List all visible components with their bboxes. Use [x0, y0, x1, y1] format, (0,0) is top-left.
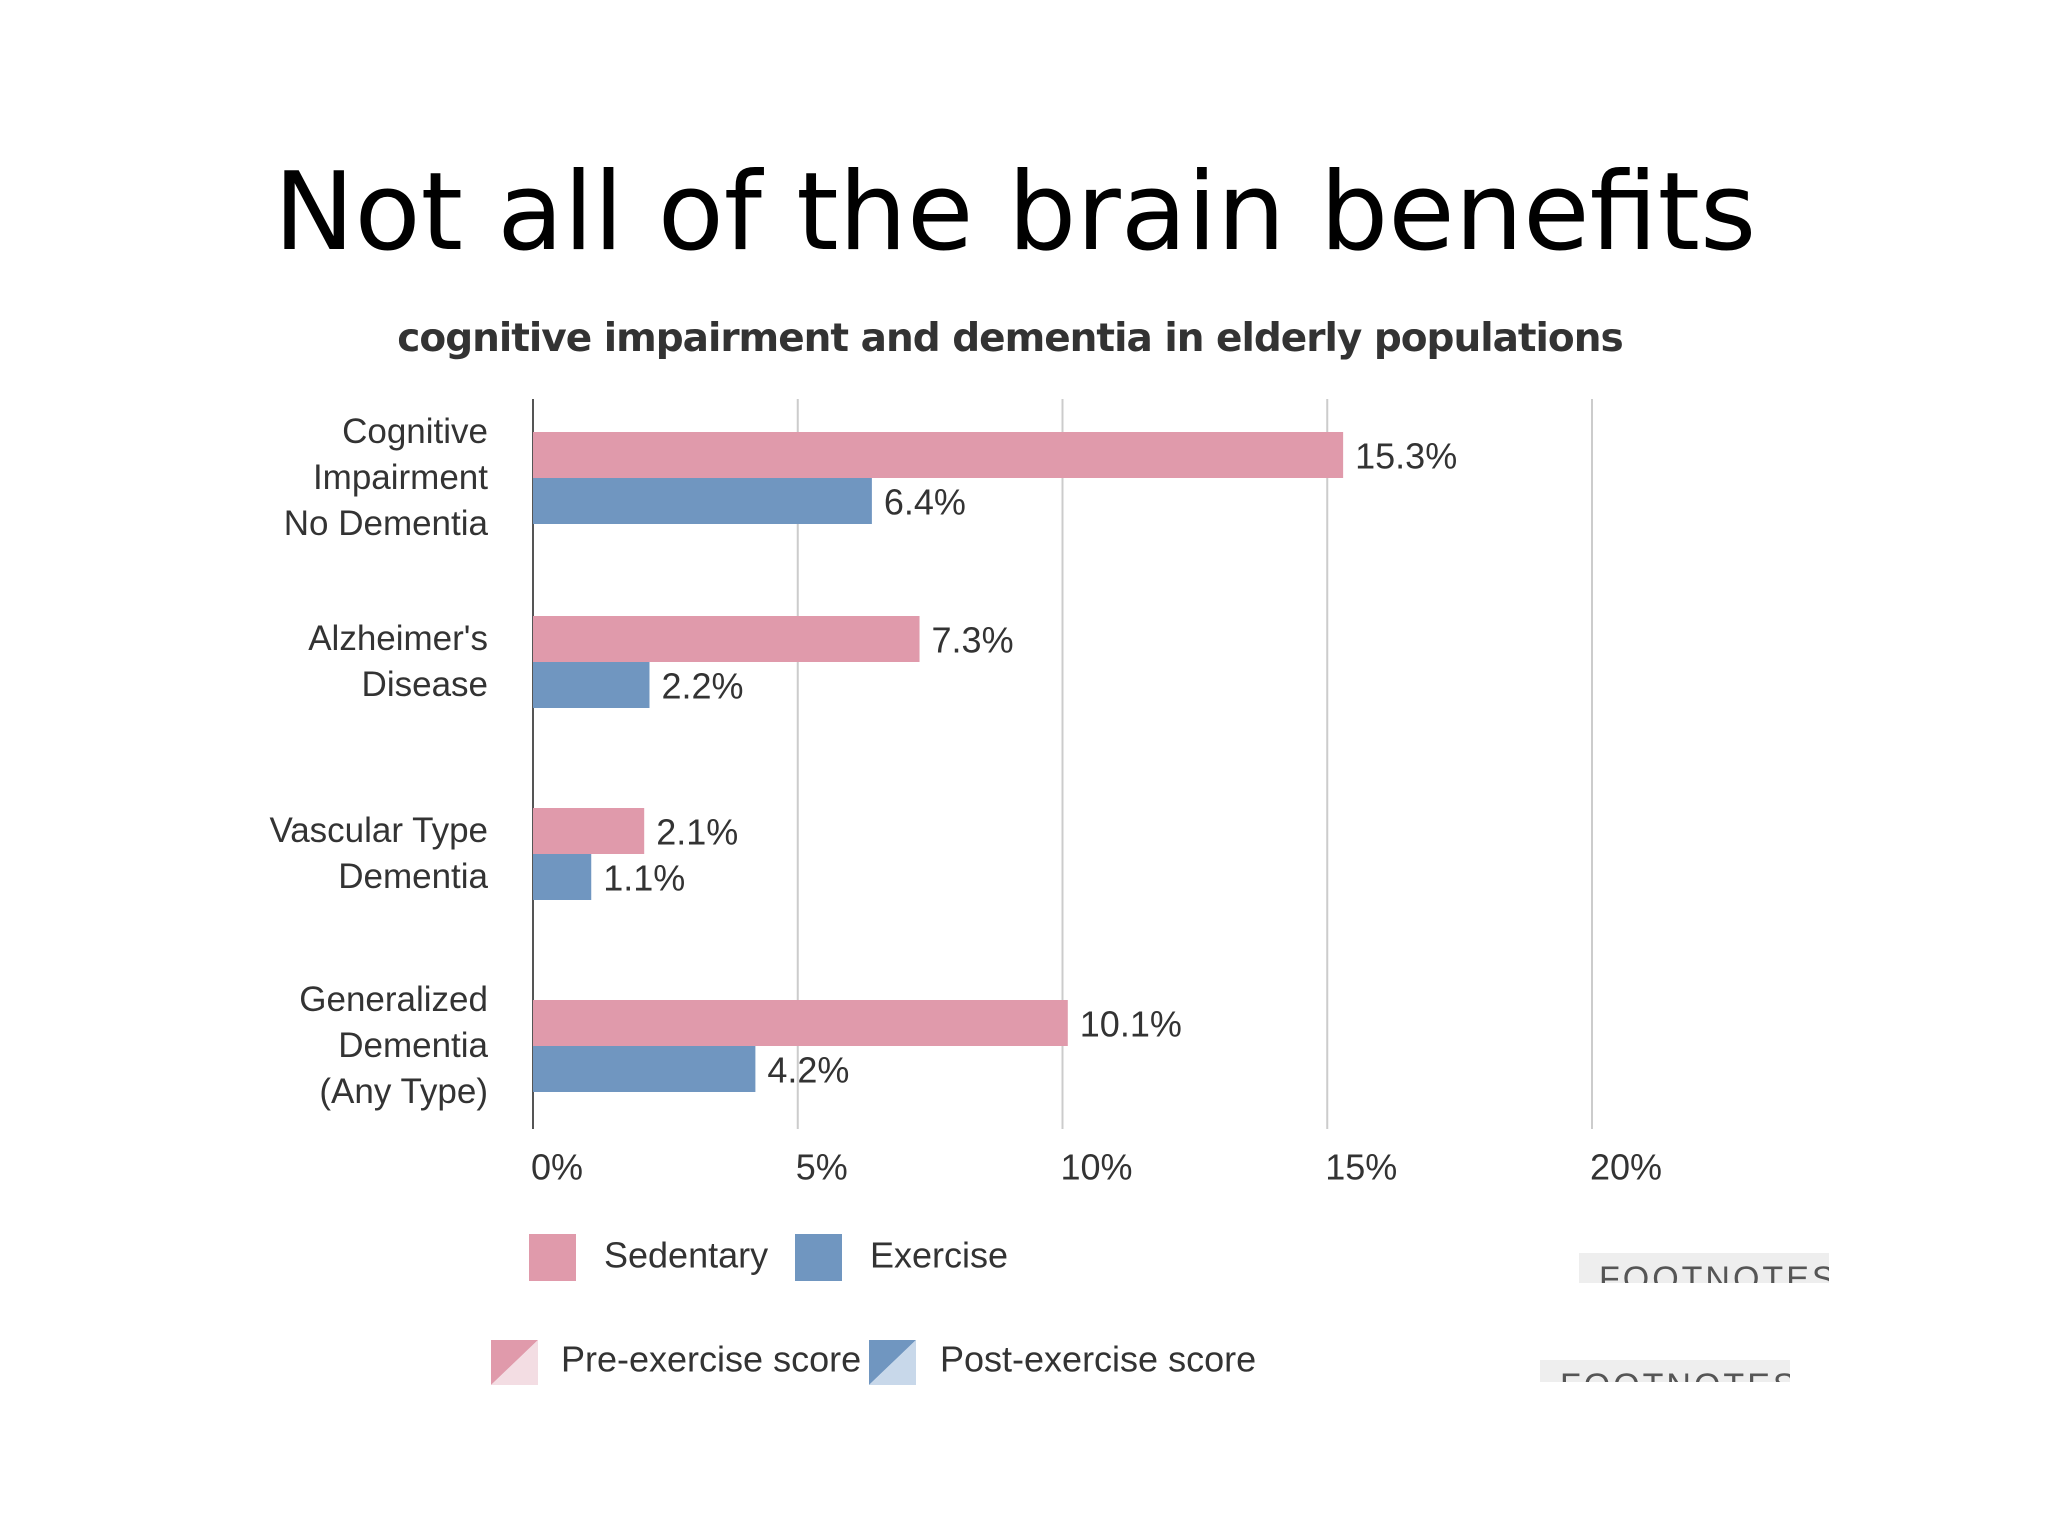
- value-label: 6.4%: [884, 482, 966, 523]
- bar: [533, 478, 872, 524]
- bar: [533, 662, 650, 708]
- bar: [533, 432, 1344, 478]
- bar: [533, 1000, 1068, 1046]
- legend-swatch: [795, 1234, 842, 1281]
- bar: [533, 616, 920, 662]
- category-label: Generalized Dementia (Any Type): [299, 980, 488, 1111]
- footnotes-button[interactable]: FOOTNOTES: [1540, 1360, 1790, 1382]
- legend-label: Pre-exercise score: [561, 1339, 861, 1380]
- bar: [533, 808, 645, 854]
- legend-swatch: [869, 1340, 916, 1385]
- category-label: Alzheimer's Disease: [308, 619, 488, 704]
- chart-subtitle: cognitive impairment and dementia in eld…: [397, 316, 1623, 361]
- value-label: 2.2%: [661, 666, 743, 707]
- x-tick-label: 0%: [531, 1147, 583, 1188]
- value-label: 7.3%: [932, 620, 1014, 661]
- bar: [533, 854, 592, 900]
- legend-label: Exercise: [870, 1235, 1008, 1276]
- value-label: 1.1%: [603, 858, 685, 899]
- value-label: 15.3%: [1355, 436, 1457, 477]
- slide-title: Not all of the brain benefits: [273, 150, 1757, 275]
- value-label: 2.1%: [656, 812, 738, 853]
- x-tick-label: 10%: [1061, 1147, 1133, 1188]
- x-tick-label: 15%: [1325, 1147, 1397, 1188]
- x-tick-label: 20%: [1590, 1147, 1662, 1188]
- value-label: 10.1%: [1080, 1004, 1182, 1045]
- legend-swatch: [529, 1234, 576, 1281]
- x-tick-label: 5%: [796, 1147, 848, 1188]
- category-label: Cognitive Impairment No Dementia: [283, 412, 488, 543]
- value-label: 4.2%: [767, 1050, 849, 1091]
- category-label: Vascular Type Dementia: [269, 811, 488, 896]
- legend-swatch: [491, 1340, 538, 1385]
- bar: [533, 1046, 756, 1092]
- legend-label: Sedentary: [604, 1235, 768, 1276]
- legend-label: Post-exercise score: [940, 1339, 1256, 1380]
- footnotes-button[interactable]: FOOTNOTES: [1579, 1253, 1829, 1283]
